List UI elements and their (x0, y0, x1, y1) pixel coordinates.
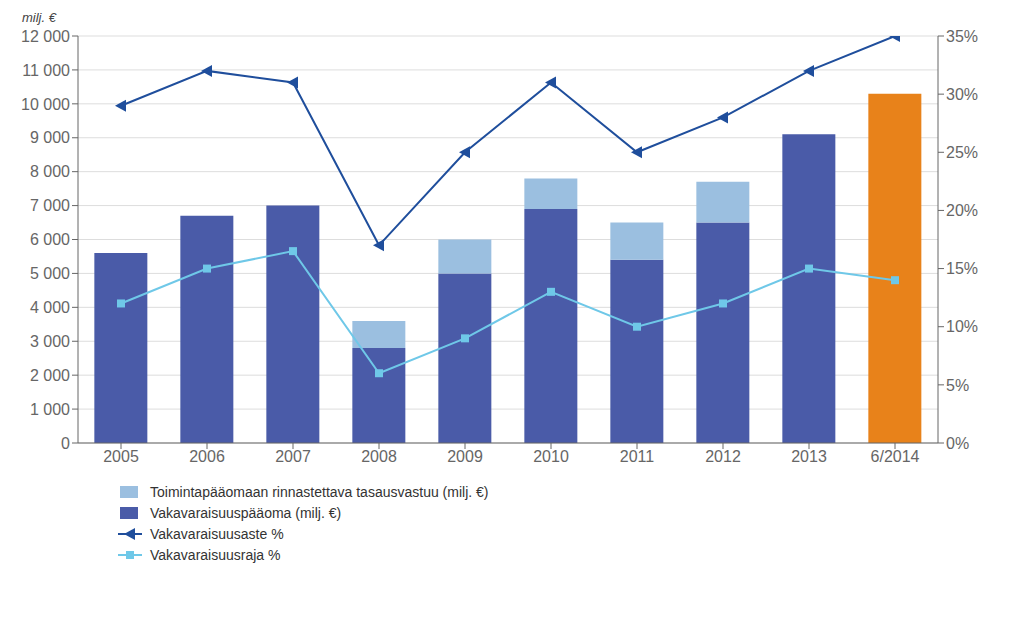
svg-text:10 000: 10 000 (21, 96, 70, 113)
html-text:Toimintapääomaan rinnastettava: Toimintapääomaan rinnastettava tasausvas… (150, 484, 489, 500)
svg-text:2012: 2012 (705, 448, 741, 465)
svg-text:6/2014: 6/2014 (871, 448, 920, 465)
svg-text:20%: 20% (946, 202, 978, 219)
svg-text:5 000: 5 000 (30, 265, 70, 282)
svg-text:30%: 30% (946, 86, 978, 103)
svg-text:5%: 5% (946, 377, 969, 394)
svg-text:7 000: 7 000 (30, 197, 70, 214)
svg-text:2007: 2007 (275, 448, 311, 465)
svg-text:3 000: 3 000 (30, 333, 70, 350)
svg-text:12 000: 12 000 (21, 28, 70, 45)
svg-text:10%: 10% (946, 318, 978, 335)
svg-text:11 000: 11 000 (22, 62, 70, 79)
html-text:milj. €: milj. € (22, 10, 56, 25)
svg-text:2 000: 2 000 (30, 367, 70, 384)
svg-text:2010: 2010 (533, 448, 569, 465)
svg-text:15%: 15% (946, 260, 978, 277)
svg-text:2013: 2013 (791, 448, 827, 465)
svg-text:2006: 2006 (189, 448, 225, 465)
svg-text:0%: 0% (946, 435, 969, 452)
html-text:Vakavaraisuusaste %: Vakavaraisuusaste % (150, 526, 284, 542)
svg-text:9 000: 9 000 (30, 129, 70, 146)
svg-text:2011: 2011 (620, 448, 655, 465)
svg-text:0: 0 (61, 435, 70, 452)
svg-text:2008: 2008 (361, 448, 397, 465)
html-text:Vakavaraisuuspääoma (milj. €): Vakavaraisuuspääoma (milj. €) (150, 505, 342, 521)
svg-text:25%: 25% (946, 144, 978, 161)
svg-text:35%: 35% (946, 28, 978, 45)
svg-text:4 000: 4 000 (30, 299, 70, 316)
svg-text:2005: 2005 (103, 448, 139, 465)
html-text:Vakavaraisuusraja %: Vakavaraisuusraja % (150, 547, 281, 563)
svg-text:1 000: 1 000 (30, 401, 70, 418)
svg-text:8 000: 8 000 (30, 163, 70, 180)
svg-text:6 000: 6 000 (30, 231, 70, 248)
svg-text:2009: 2009 (447, 448, 483, 465)
